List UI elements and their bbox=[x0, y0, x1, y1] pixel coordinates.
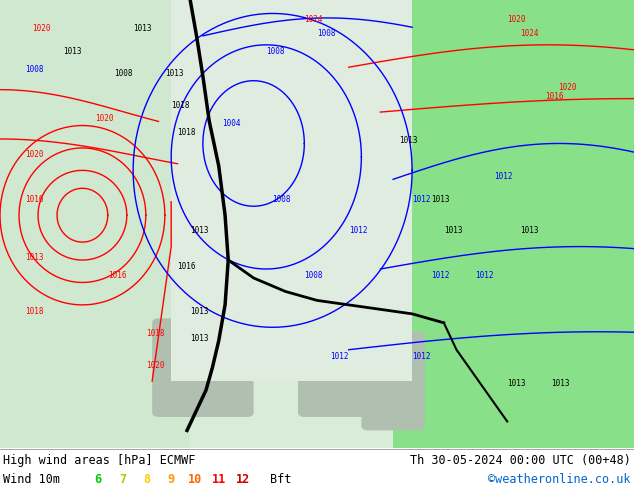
Text: 11: 11 bbox=[212, 473, 226, 486]
Text: 1013: 1013 bbox=[507, 379, 526, 388]
Text: 1013: 1013 bbox=[190, 226, 209, 235]
Text: 7: 7 bbox=[119, 473, 126, 486]
Text: 12: 12 bbox=[236, 473, 250, 486]
Text: 1024: 1024 bbox=[520, 29, 538, 38]
Text: 1012: 1012 bbox=[431, 271, 450, 280]
Text: 6: 6 bbox=[94, 473, 102, 486]
Text: 1012: 1012 bbox=[412, 195, 430, 204]
FancyBboxPatch shape bbox=[298, 296, 399, 417]
Text: 1020: 1020 bbox=[558, 83, 576, 92]
FancyBboxPatch shape bbox=[184, 0, 292, 184]
Text: 1013: 1013 bbox=[552, 379, 570, 388]
Text: 1018: 1018 bbox=[146, 329, 164, 338]
Text: 1024: 1024 bbox=[304, 15, 323, 24]
Text: 1013: 1013 bbox=[444, 226, 462, 235]
Text: 9: 9 bbox=[167, 473, 174, 486]
Text: 1012: 1012 bbox=[412, 352, 430, 361]
Text: 1013: 1013 bbox=[190, 334, 209, 343]
Text: 1016: 1016 bbox=[108, 271, 126, 280]
Text: 1018: 1018 bbox=[178, 127, 196, 137]
Text: 1013: 1013 bbox=[431, 195, 450, 204]
Text: 1016: 1016 bbox=[178, 262, 196, 271]
Text: 1013: 1013 bbox=[63, 47, 82, 56]
Text: 1012: 1012 bbox=[349, 226, 367, 235]
Text: 1008: 1008 bbox=[114, 69, 133, 78]
Text: 1008: 1008 bbox=[317, 29, 335, 38]
Text: Th 30-05-2024 00:00 UTC (00+48): Th 30-05-2024 00:00 UTC (00+48) bbox=[410, 454, 631, 466]
Text: 1016: 1016 bbox=[545, 92, 564, 100]
Bar bbox=[0, 0, 190, 448]
Text: 1020: 1020 bbox=[32, 24, 50, 33]
Text: 1013: 1013 bbox=[165, 69, 183, 78]
Text: Wind 10m: Wind 10m bbox=[3, 473, 60, 486]
Text: ©weatheronline.co.uk: ©weatheronline.co.uk bbox=[488, 473, 631, 486]
Text: 1016: 1016 bbox=[25, 195, 44, 204]
Text: 1008: 1008 bbox=[25, 65, 44, 74]
Text: 1018: 1018 bbox=[25, 307, 44, 316]
Text: 1020: 1020 bbox=[146, 361, 164, 369]
Text: 1008: 1008 bbox=[304, 271, 323, 280]
Text: 1020: 1020 bbox=[95, 114, 113, 123]
Bar bbox=[171, 0, 412, 381]
Text: 1018: 1018 bbox=[171, 100, 190, 110]
FancyBboxPatch shape bbox=[361, 332, 425, 430]
Text: 1020: 1020 bbox=[25, 150, 44, 159]
FancyBboxPatch shape bbox=[171, 139, 247, 229]
Text: 1008: 1008 bbox=[266, 47, 285, 56]
Text: 1013: 1013 bbox=[25, 253, 44, 262]
Text: 1012: 1012 bbox=[330, 352, 348, 361]
Text: 8: 8 bbox=[143, 473, 150, 486]
Bar bbox=[393, 0, 634, 448]
FancyBboxPatch shape bbox=[152, 318, 254, 417]
Text: 1020: 1020 bbox=[507, 15, 526, 24]
Text: 1012: 1012 bbox=[476, 271, 494, 280]
Text: 1013: 1013 bbox=[133, 24, 152, 33]
Text: 1013: 1013 bbox=[520, 226, 538, 235]
Text: 10: 10 bbox=[188, 473, 202, 486]
Text: 1004: 1004 bbox=[222, 119, 240, 127]
Text: High wind areas [hPa] ECMWF: High wind areas [hPa] ECMWF bbox=[3, 454, 195, 466]
Text: Bft: Bft bbox=[270, 473, 292, 486]
Text: 1012: 1012 bbox=[495, 172, 513, 181]
Text: 1013: 1013 bbox=[399, 137, 418, 146]
Text: 1013: 1013 bbox=[190, 307, 209, 316]
Text: 1008: 1008 bbox=[273, 195, 291, 204]
